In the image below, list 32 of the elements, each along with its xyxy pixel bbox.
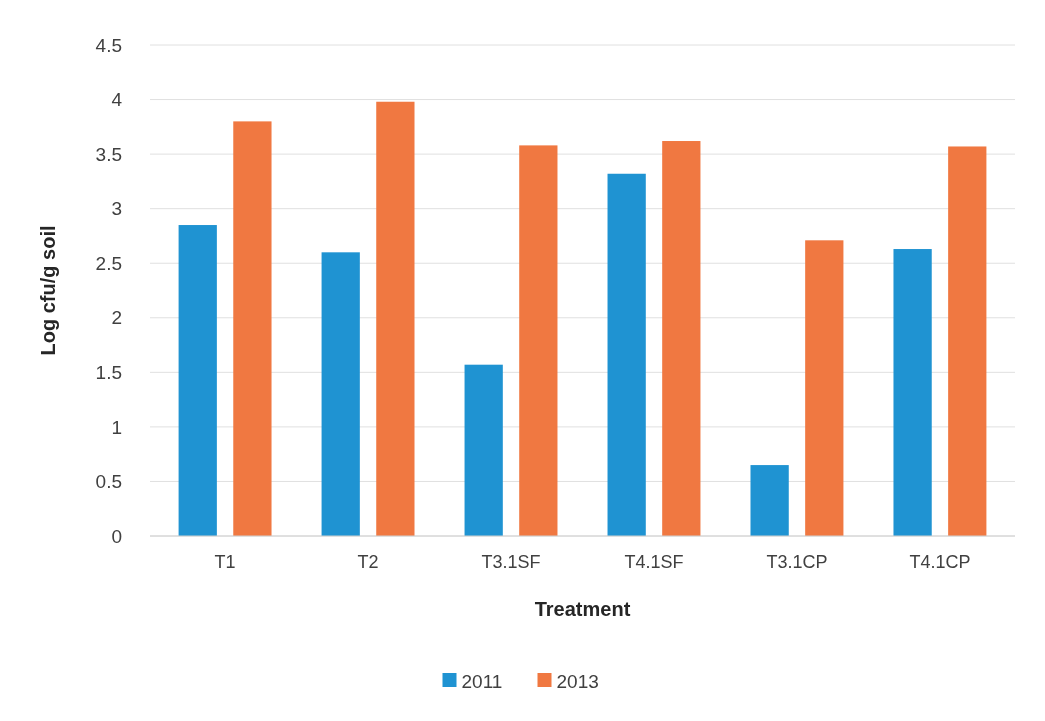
y-tick-label: 1.5	[95, 361, 122, 383]
bar	[893, 249, 932, 536]
x-tick-label: T3.1SF	[481, 552, 541, 572]
bar	[805, 240, 844, 536]
legend-label: 2013	[556, 670, 599, 692]
x-tick-label: T3.1CP	[766, 552, 828, 572]
x-axis-title: Treatment	[534, 598, 631, 620]
bar	[233, 121, 272, 536]
bar	[321, 252, 360, 536]
y-tick-label: 2	[111, 307, 122, 329]
y-tick-label: 1	[111, 416, 122, 438]
bar	[662, 141, 701, 536]
bar	[607, 173, 646, 536]
y-axis-title: Log cfu/g soil	[37, 225, 59, 356]
y-tick-label: 0.5	[95, 471, 122, 493]
y-tick-label: 3.5	[95, 143, 122, 165]
legend-label: 2011	[461, 670, 503, 692]
y-tick-label: 0	[111, 525, 122, 547]
x-tick-label: T1	[214, 552, 236, 572]
bar	[519, 145, 558, 536]
y-tick-label: 4.5	[95, 34, 122, 56]
x-tick-label: T2	[357, 552, 379, 572]
bar	[464, 364, 503, 536]
x-tick-label: T4.1CP	[909, 552, 971, 572]
y-tick-label: 4	[111, 89, 123, 111]
bar	[750, 465, 789, 536]
bar	[948, 146, 987, 536]
y-tick-label: 2.5	[95, 252, 122, 274]
y-tick-label: 3	[111, 198, 122, 220]
bar	[178, 225, 217, 536]
x-tick-label: T4.1SF	[624, 552, 684, 572]
bar	[376, 101, 415, 536]
